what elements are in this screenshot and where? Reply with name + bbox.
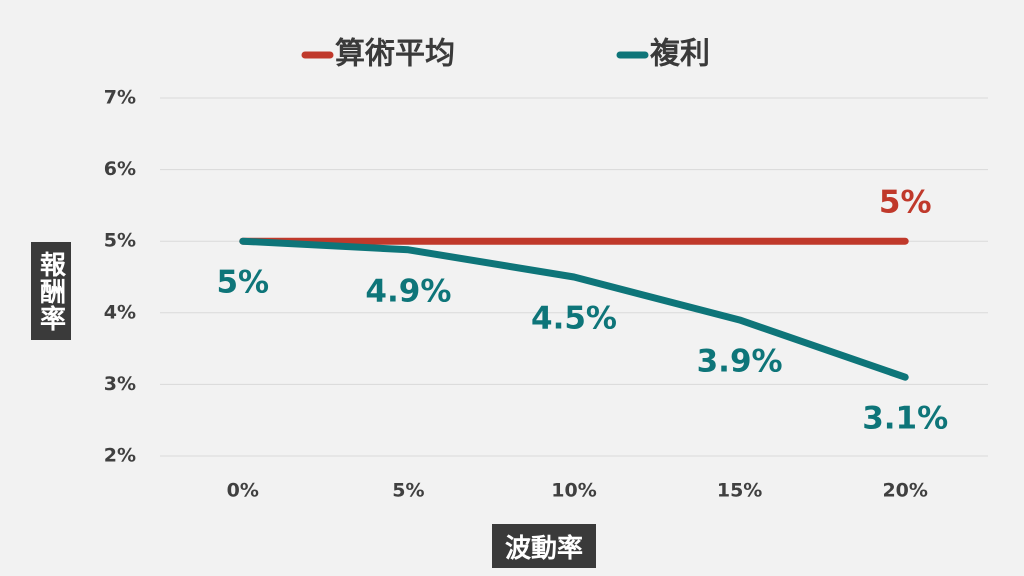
x-tick-label: 5% [392, 480, 424, 502]
data-label: 5% [216, 265, 269, 301]
x-axis-title: 波動率 [492, 524, 596, 568]
data-label: 4.5% [531, 301, 617, 337]
x-tick-label: 20% [882, 480, 927, 502]
y-tick-label: 4% [104, 301, 136, 323]
y-tick-label: 2% [104, 445, 136, 467]
data-label: 4.9% [365, 273, 451, 309]
y-tick-label: 6% [104, 158, 136, 180]
x-tick-label: 15% [717, 480, 762, 502]
data-label: 3.9% [697, 343, 783, 379]
data-label: 3.1% [862, 401, 948, 437]
data-label: 5% [879, 185, 932, 221]
y-tick-label: 5% [104, 230, 136, 252]
y-tick-label: 3% [104, 373, 136, 395]
legend-label: 算術平均 [335, 37, 455, 72]
y-tick-label: 7% [104, 87, 136, 109]
y-axis-title: 報酬率 [31, 242, 71, 340]
legend-label: 複利 [650, 37, 710, 72]
x-tick-label: 10% [551, 480, 596, 502]
series-line [239, 237, 909, 381]
x-tick-label: 0% [227, 480, 259, 502]
